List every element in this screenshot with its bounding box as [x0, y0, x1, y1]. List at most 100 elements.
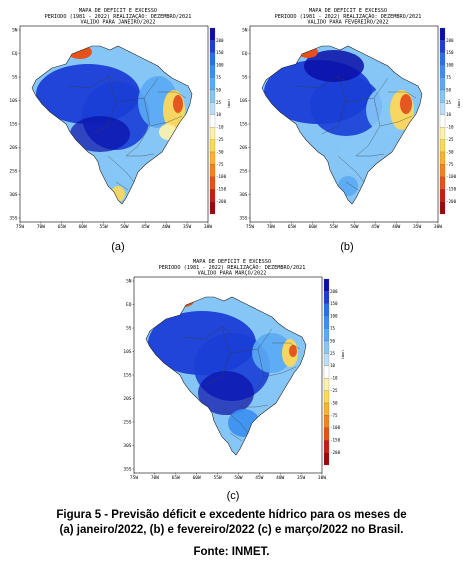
lon-tick-label: 45W: [141, 224, 149, 230]
lat-tick-label: 5N: [12, 28, 18, 34]
colorbar-swatch: [323, 365, 330, 379]
lon-tick-label: 55W: [213, 475, 221, 481]
map-title-line: VALIDO PARA MARÇO/2022: [198, 271, 267, 277]
lat-tick-label: 25S: [9, 169, 17, 175]
lon-tick-label: 30W: [434, 224, 442, 230]
lat-tick-label: 35S: [239, 216, 247, 222]
lat-tick-label: 35S: [9, 216, 17, 222]
caption-line-1: Figura 5 - Previsão déficit e excedente …: [56, 509, 407, 521]
state-border: [181, 326, 235, 340]
lon-tick-label: 60W: [193, 475, 201, 481]
lon-tick-label: 65W: [288, 224, 296, 230]
colorbar-swatch: [209, 89, 216, 103]
map-title-line: VALIDO PARA JANEIRO/2022: [81, 20, 156, 26]
colorbar-label: 200: [446, 38, 454, 43]
colorbar-swatch: [323, 440, 330, 453]
lat-tick-label: 5S: [242, 75, 248, 81]
colorbar-swatch: [323, 402, 330, 416]
colorbar-label: 100: [330, 314, 338, 319]
map-label-b: (b): [340, 241, 354, 253]
map-title-line: PERIODO (1981 - 2022) REALIZAÇÃO: DEZEMB…: [45, 13, 192, 20]
colorbar-swatch: [209, 139, 216, 153]
colorbar-swatch: [439, 102, 446, 115]
colorbar-label: -150: [446, 187, 457, 192]
colorbar-swatch: [209, 127, 216, 140]
lon-tick-label: 60W: [309, 224, 317, 230]
colorbar-label: 50: [216, 87, 222, 92]
lat-tick-label: EQ: [12, 51, 18, 57]
colorbar-swatch: [439, 27, 446, 41]
map-title-line: MAPA DE DEFICIT E EXCESSO: [79, 8, 157, 14]
figure-caption: Figura 5 - Previsão déficit e excedente …: [0, 508, 463, 538]
colorbar-swatch: [209, 65, 216, 78]
colorbar-swatch: [439, 77, 446, 91]
colorbar-label: -50: [330, 400, 338, 405]
lat-tick-label: 5N: [126, 279, 132, 285]
lon-tick-label: 35W: [297, 475, 305, 481]
colorbar-unit: (mm): [341, 350, 344, 360]
lat-tick-label: 5S: [12, 75, 18, 81]
lat-tick-label: 10S: [239, 98, 247, 104]
colorbar-label: -100: [330, 425, 341, 430]
colorbar-swatch: [439, 164, 446, 177]
lat-tick-label: 20S: [239, 145, 247, 151]
map-panel-b: MAPA DE DEFICIT E EXCESSO PERIODO (1981 -…: [238, 6, 460, 236]
colorbar-label: -25: [446, 137, 454, 142]
colorbar-label: -75: [216, 162, 224, 167]
colorbar-swatch: [439, 151, 446, 165]
map-title-line: VALIDO PARA FEVEREIRO/2022: [307, 20, 388, 26]
colorbar-label: -200: [446, 199, 457, 204]
colorbar-swatch: [439, 89, 446, 103]
colorbar-label: -75: [446, 162, 454, 167]
colorbar-label: 25: [216, 100, 222, 105]
lon-tick-label: 30W: [318, 475, 326, 481]
map-label-c: (c): [226, 490, 240, 502]
colorbar-label: 10: [330, 363, 336, 368]
colorbar-label: 75: [330, 326, 336, 331]
state-border: [297, 75, 351, 89]
state-border: [126, 153, 155, 157]
lon-tick-label: 70W: [151, 475, 159, 481]
colorbar-label: 100: [216, 63, 224, 68]
colorbar-label: 100: [446, 63, 454, 68]
colorbar-label: -150: [216, 187, 227, 192]
colorbar-label: -25: [330, 388, 338, 393]
state-border: [321, 75, 347, 135]
lon-tick-label: 50W: [120, 224, 128, 230]
anomaly-blob: [304, 50, 364, 82]
lon-tick-label: 50W: [350, 224, 358, 230]
colorbar-swatch: [323, 452, 330, 466]
colorbar-label: -100: [216, 174, 227, 179]
lon-tick-label: 70W: [267, 224, 275, 230]
colorbar-swatch: [323, 353, 330, 366]
map-title-line: PERIODO (1981 - 2022) REALIZAÇÃO: DEZEMB…: [275, 13, 422, 20]
state-border: [355, 97, 381, 157]
colorbar-swatch: [209, 151, 216, 165]
state-border: [229, 432, 243, 442]
lat-tick-label: 25S: [239, 169, 247, 175]
caption-line-2: (a) janeiro/2022, (b) e fevereiro/2022 (…: [59, 524, 404, 536]
colorbar-label: -50: [216, 149, 224, 154]
colorbar-swatch: [209, 102, 216, 115]
colorbar-swatch: [439, 40, 446, 53]
state-border: [158, 91, 187, 99]
colorbar-label: -10: [330, 376, 338, 381]
colorbar-swatch: [323, 291, 330, 304]
colorbar-label: -200: [330, 450, 341, 455]
lon-tick-label: 70W: [37, 224, 45, 230]
colorbar-swatch: [439, 52, 446, 66]
state-border: [337, 155, 365, 183]
state-border: [356, 153, 385, 157]
colorbar-label: -10: [216, 125, 224, 130]
colorbar-swatch: [209, 27, 216, 41]
state-border: [149, 115, 183, 127]
colorbar-label: -50: [446, 149, 454, 154]
state-border: [67, 75, 121, 89]
lon-tick-label: 55W: [99, 224, 107, 230]
colorbar-swatch: [209, 114, 216, 128]
colorbar-label: 150: [446, 50, 454, 55]
lat-tick-label: 5N: [242, 28, 248, 34]
